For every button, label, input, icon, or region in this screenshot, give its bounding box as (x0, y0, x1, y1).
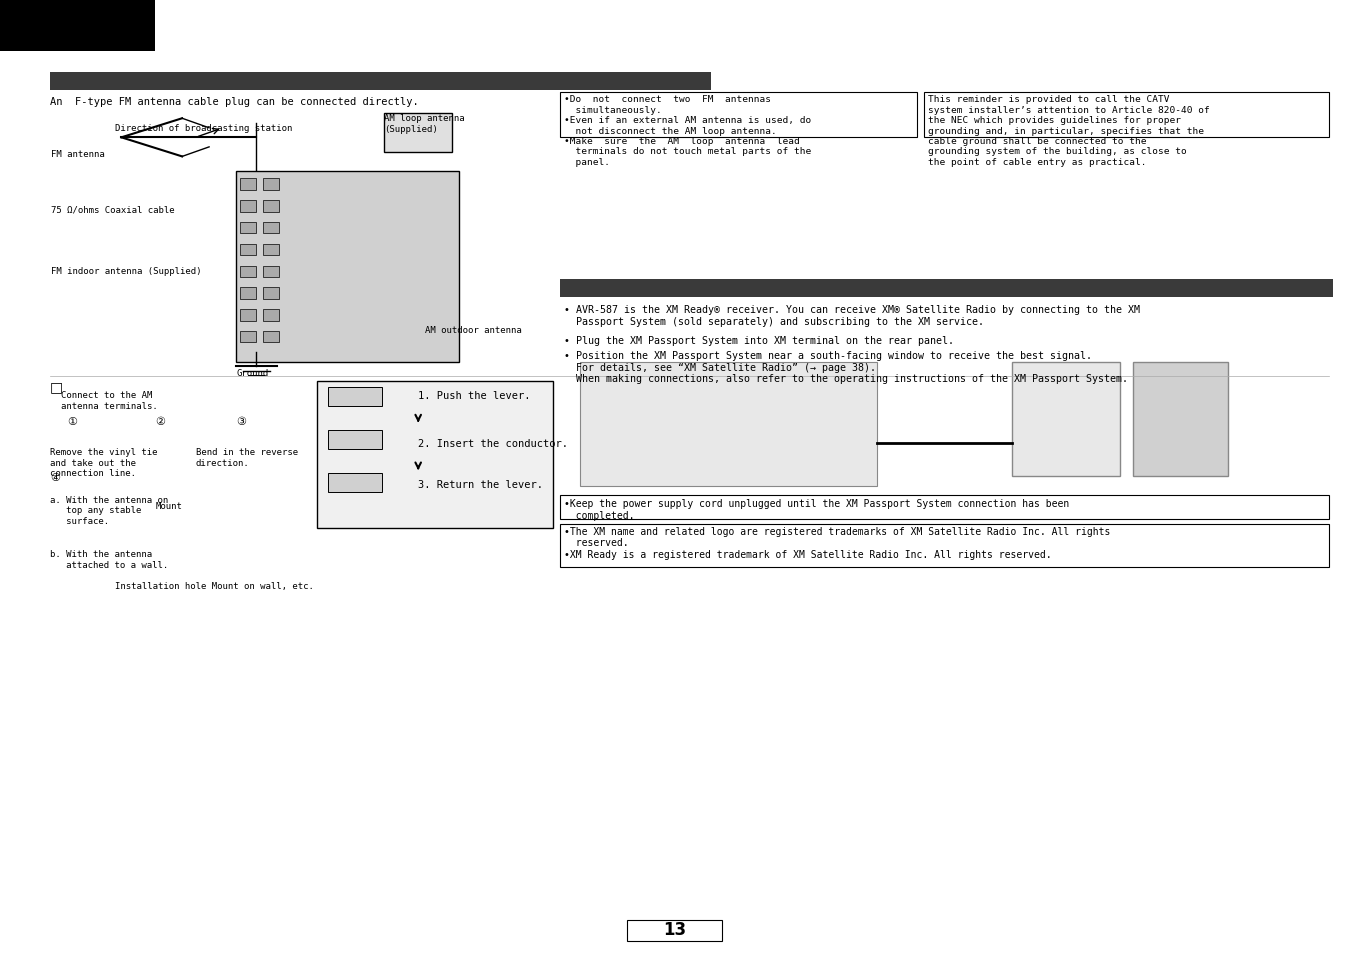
Text: •XM Ready is a registered trademark of XM Satellite Radio Inc. All rights reserv: •XM Ready is a registered trademark of X… (564, 550, 1051, 559)
Text: This reminder is provided to call the CATV
system installer’s attention to Artic: This reminder is provided to call the CA… (928, 95, 1210, 167)
Bar (240, 245, 256, 256)
Text: Connect to the AM
antenna terminals.: Connect to the AM antenna terminals. (61, 391, 158, 410)
Bar (627, 920, 722, 941)
Text: □: □ (50, 379, 63, 394)
Bar (236, 172, 459, 362)
Bar (263, 179, 279, 191)
Text: ②: ② (155, 416, 165, 426)
Text: AM loop antenna
(Supplied): AM loop antenna (Supplied) (384, 114, 465, 133)
Bar (240, 332, 256, 343)
Bar (1012, 362, 1120, 476)
Text: Mount: Mount (155, 501, 182, 510)
Bar (580, 362, 877, 486)
Bar (263, 245, 279, 256)
Text: 13: 13 (662, 921, 687, 938)
Text: 1. Push the lever.: 1. Push the lever. (418, 391, 530, 400)
Text: Ground: Ground (236, 369, 268, 377)
Bar (263, 223, 279, 234)
Text: An  F-type FM antenna cable plug can be connected directly.: An F-type FM antenna cable plug can be c… (50, 97, 418, 107)
Text: AM outdoor antenna: AM outdoor antenna (425, 326, 522, 335)
Text: 2. Insert the conductor.: 2. Insert the conductor. (418, 438, 568, 448)
Text: •The XM name and related logo are registered trademarks of XM Satellite Radio In: •The XM name and related logo are regist… (564, 526, 1110, 548)
Text: ③: ③ (236, 416, 246, 426)
Bar (240, 201, 256, 213)
Bar (328, 388, 382, 407)
Bar (384, 114, 452, 152)
Bar (240, 179, 256, 191)
Text: FM antenna: FM antenna (51, 150, 105, 158)
Text: Bend in the reverse
direction.: Bend in the reverse direction. (196, 448, 298, 467)
Bar (560, 496, 1329, 519)
Text: ①: ① (67, 416, 77, 426)
Text: • Plug the XM Passport System into XM terminal on the rear panel.: • Plug the XM Passport System into XM te… (564, 335, 954, 345)
Bar (317, 381, 553, 529)
Bar (263, 310, 279, 321)
Text: 3. Return the lever.: 3. Return the lever. (418, 479, 544, 489)
Bar (1133, 362, 1228, 476)
Bar (560, 524, 1329, 567)
Text: Remove the vinyl tie
and take out the
connection line.: Remove the vinyl tie and take out the co… (50, 448, 158, 477)
Text: 75 Ω/ohms Coaxial cable: 75 Ω/ohms Coaxial cable (51, 205, 175, 213)
Bar (328, 431, 382, 450)
Bar (263, 288, 279, 299)
Bar (50, 73, 711, 91)
Text: a. With the antenna on
   top any stable
   surface.: a. With the antenna on top any stable su… (50, 496, 169, 525)
Bar (240, 288, 256, 299)
Bar (924, 92, 1329, 138)
Text: ④: ④ (50, 473, 59, 482)
Bar (263, 332, 279, 343)
Bar (263, 266, 279, 277)
Bar (240, 223, 256, 234)
Bar (560, 92, 917, 138)
Bar (328, 474, 382, 493)
Text: Direction of broadcasting station: Direction of broadcasting station (115, 124, 291, 132)
Text: b. With the antenna
   attached to a wall.: b. With the antenna attached to a wall. (50, 550, 169, 569)
Text: •Do  not  connect  two  FM  antennas
  simultaneously.
•Even if an external AM a: •Do not connect two FM antennas simultan… (564, 95, 811, 167)
Text: •Keep the power supply cord unplugged until the XM Passport System connection ha: •Keep the power supply cord unplugged un… (564, 498, 1070, 520)
Text: • Position the XM Passport System near a south-facing window to receive the best: • Position the XM Passport System near a… (564, 351, 1128, 384)
Bar (240, 310, 256, 321)
Bar (263, 201, 279, 213)
Bar (240, 266, 256, 277)
Bar (0, 0, 155, 52)
Text: FM indoor antenna (Supplied): FM indoor antenna (Supplied) (51, 267, 202, 275)
Bar (560, 280, 1333, 297)
Text: • AVR-587 is the XM Ready® receiver. You can receive XM® Satellite Radio by conn: • AVR-587 is the XM Ready® receiver. You… (564, 305, 1140, 327)
Text: Installation hole Mount on wall, etc.: Installation hole Mount on wall, etc. (115, 581, 313, 590)
